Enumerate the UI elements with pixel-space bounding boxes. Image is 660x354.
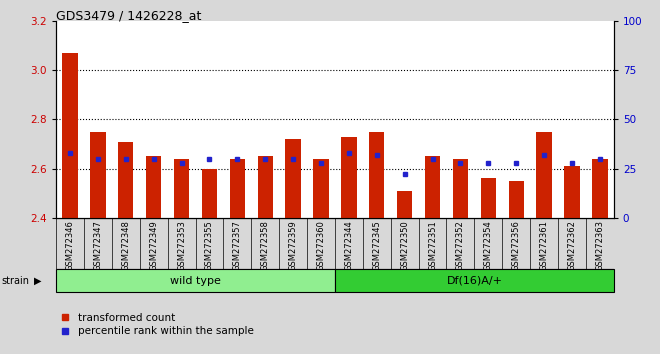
Text: GSM272360: GSM272360 <box>317 220 325 271</box>
Bar <box>341 137 356 218</box>
Bar <box>118 142 133 218</box>
Text: GSM272350: GSM272350 <box>400 220 409 271</box>
Text: wild type: wild type <box>170 275 221 286</box>
Text: GSM272359: GSM272359 <box>288 220 298 271</box>
Bar <box>202 169 217 218</box>
Text: GDS3479 / 1426228_at: GDS3479 / 1426228_at <box>56 9 201 22</box>
Text: GSM272346: GSM272346 <box>65 220 75 271</box>
Bar <box>257 156 273 218</box>
Text: GSM272361: GSM272361 <box>540 220 548 271</box>
Bar <box>397 191 412 218</box>
Bar <box>453 159 468 218</box>
Bar <box>90 132 106 218</box>
Text: GSM272348: GSM272348 <box>121 220 130 271</box>
Text: GSM272349: GSM272349 <box>149 220 158 271</box>
Bar <box>592 159 607 218</box>
Bar <box>564 166 579 218</box>
Text: GSM272358: GSM272358 <box>261 220 270 271</box>
Text: GSM272362: GSM272362 <box>568 220 576 271</box>
Legend: transformed count, percentile rank within the sample: transformed count, percentile rank withi… <box>61 313 254 336</box>
Text: GSM272357: GSM272357 <box>233 220 242 271</box>
Bar <box>146 156 161 218</box>
Text: GSM272344: GSM272344 <box>345 220 353 271</box>
Bar <box>314 159 329 218</box>
Bar <box>286 139 301 218</box>
Bar <box>63 53 78 218</box>
Bar <box>335 269 614 292</box>
Text: GSM272355: GSM272355 <box>205 220 214 271</box>
Text: GSM272347: GSM272347 <box>94 220 102 271</box>
Text: ▶: ▶ <box>34 276 42 286</box>
Text: Df(16)A/+: Df(16)A/+ <box>446 275 502 286</box>
Bar <box>509 181 524 218</box>
Text: GSM272354: GSM272354 <box>484 220 493 271</box>
Text: GSM272356: GSM272356 <box>512 220 521 271</box>
Bar <box>230 159 245 218</box>
Bar <box>425 156 440 218</box>
Bar <box>56 269 335 292</box>
Text: GSM272352: GSM272352 <box>456 220 465 271</box>
Bar <box>369 132 384 218</box>
Bar <box>174 159 189 218</box>
Bar <box>537 132 552 218</box>
Text: GSM272363: GSM272363 <box>595 220 605 271</box>
Text: GSM272353: GSM272353 <box>177 220 186 271</box>
Bar <box>480 178 496 218</box>
Text: GSM272345: GSM272345 <box>372 220 381 271</box>
Text: strain: strain <box>1 276 29 286</box>
Text: GSM272351: GSM272351 <box>428 220 437 271</box>
